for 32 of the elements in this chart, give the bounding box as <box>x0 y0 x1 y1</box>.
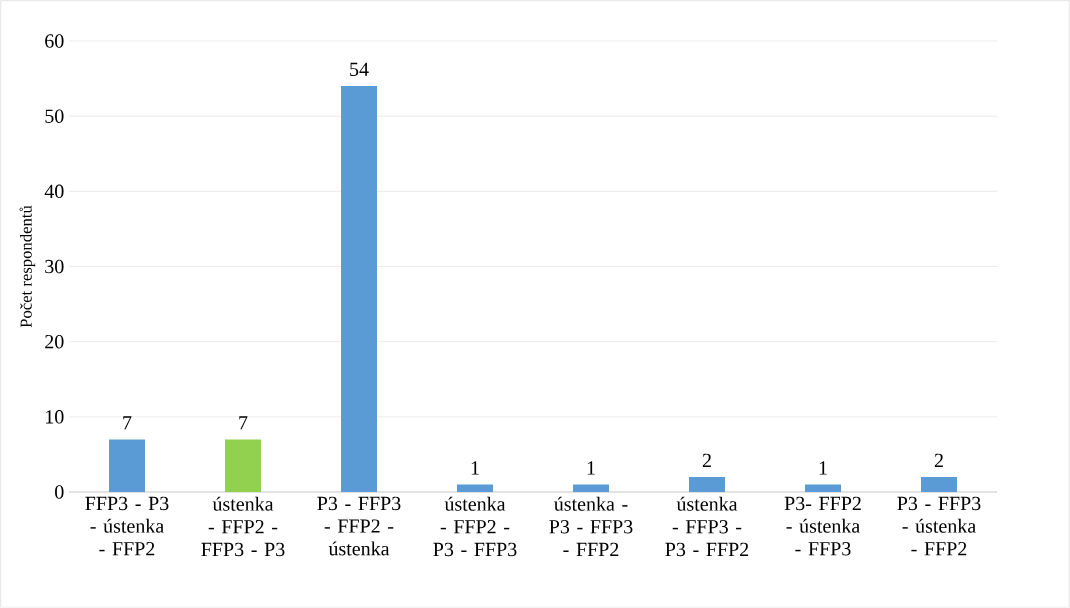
data-label: 1 <box>587 461 595 475</box>
y-tick-label: 60 <box>45 34 64 48</box>
x-tick-label: ústenka - P3 - FFP3 - FFP2 <box>549 496 633 556</box>
y-tick-label: 40 <box>44 184 64 199</box>
bar <box>573 484 610 492</box>
bar <box>109 439 145 492</box>
x-tick-label: FFP3 - P3 - ústenka - FFP2 <box>85 496 169 556</box>
data-label: 2 <box>702 453 711 467</box>
data-label: 7 <box>123 416 132 430</box>
data-label: 1 <box>819 461 827 475</box>
y-tick-label: 50 <box>45 109 64 123</box>
bar <box>225 439 261 492</box>
x-tick-label: P3- FFP2 - ústenka - FFP3 <box>784 496 861 556</box>
y-tick-label: 30 <box>45 259 64 274</box>
bar <box>457 484 493 492</box>
x-tick-label: ústenka - FFP3 - P3 - FFP2 <box>665 496 749 557</box>
x-tick-label: P3 - FFP3 - FFP2 - ústenka <box>317 496 401 556</box>
bar <box>921 476 958 492</box>
x-tick-label: ústenka - FFP2 - FFP3 - P3 <box>201 496 285 557</box>
bar <box>805 484 842 492</box>
y-tick-label: 0 <box>55 485 64 499</box>
y-axis-title: Počet respondentů <box>19 205 36 328</box>
bar <box>689 476 726 492</box>
x-tick-label: P3 - FFP3 - ústenka - FFP2 <box>897 496 981 556</box>
data-label: 1 <box>471 461 479 475</box>
data-label: 54 <box>350 62 369 77</box>
data-label: 7 <box>239 416 248 430</box>
x-tick-label: ústenka - FFP2 - P3 - FFP3 <box>433 496 517 557</box>
bar <box>341 86 377 492</box>
y-tick-label: 10 <box>46 410 64 424</box>
data-label: 2 <box>934 453 943 467</box>
y-tick-label: 20 <box>45 334 64 349</box>
